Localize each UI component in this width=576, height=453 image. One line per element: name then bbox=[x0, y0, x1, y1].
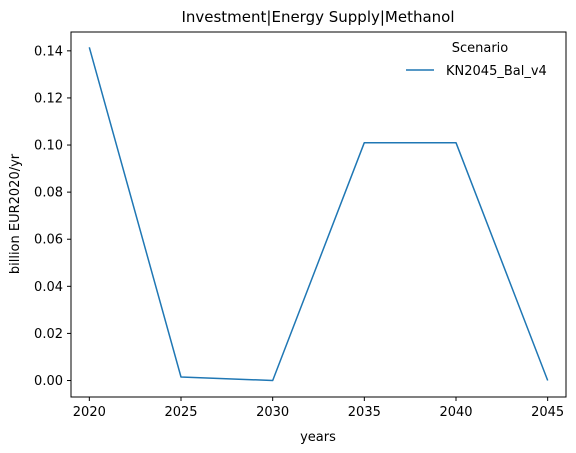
x-tick-label: 2040 bbox=[439, 405, 472, 420]
y-tick-label: 0.02 bbox=[34, 327, 63, 342]
y-tick-label: 0.06 bbox=[34, 233, 63, 248]
y-tick-label: 0.08 bbox=[34, 186, 63, 201]
x-axis: 2020 2025 2030 2035 2040 2045 bbox=[73, 397, 564, 420]
x-tick-label: 2035 bbox=[348, 405, 381, 420]
legend-label-kn2045-bal-v4: KN2045_Bal_v4 bbox=[446, 64, 547, 79]
y-axis-title: billion EUR2020/yr bbox=[8, 153, 23, 274]
x-tick-label: 2020 bbox=[73, 405, 106, 420]
chart-title: Investment|Energy Supply|Methanol bbox=[181, 8, 454, 26]
x-tick-label: 2045 bbox=[531, 405, 564, 420]
x-tick-label: 2025 bbox=[164, 405, 197, 420]
y-tick-label: 0.00 bbox=[34, 374, 63, 389]
x-axis-title: years bbox=[300, 430, 336, 445]
y-axis: 0.00 0.02 0.04 0.06 0.08 0.10 0.12 0.14 bbox=[34, 44, 71, 389]
series-line-0 bbox=[88, 47, 549, 382]
legend-title: Scenario bbox=[452, 41, 509, 56]
plot-frame bbox=[70, 31, 567, 398]
y-tick-label: 0.12 bbox=[34, 91, 63, 106]
y-tick-label: 0.10 bbox=[34, 139, 63, 154]
series-layer bbox=[88, 47, 549, 382]
legend: Scenario KN2045_Bal_v4 bbox=[406, 41, 547, 79]
x-tick-label: 2030 bbox=[256, 405, 289, 420]
y-tick-label: 0.04 bbox=[34, 280, 63, 295]
y-tick-label: 0.14 bbox=[34, 44, 63, 59]
